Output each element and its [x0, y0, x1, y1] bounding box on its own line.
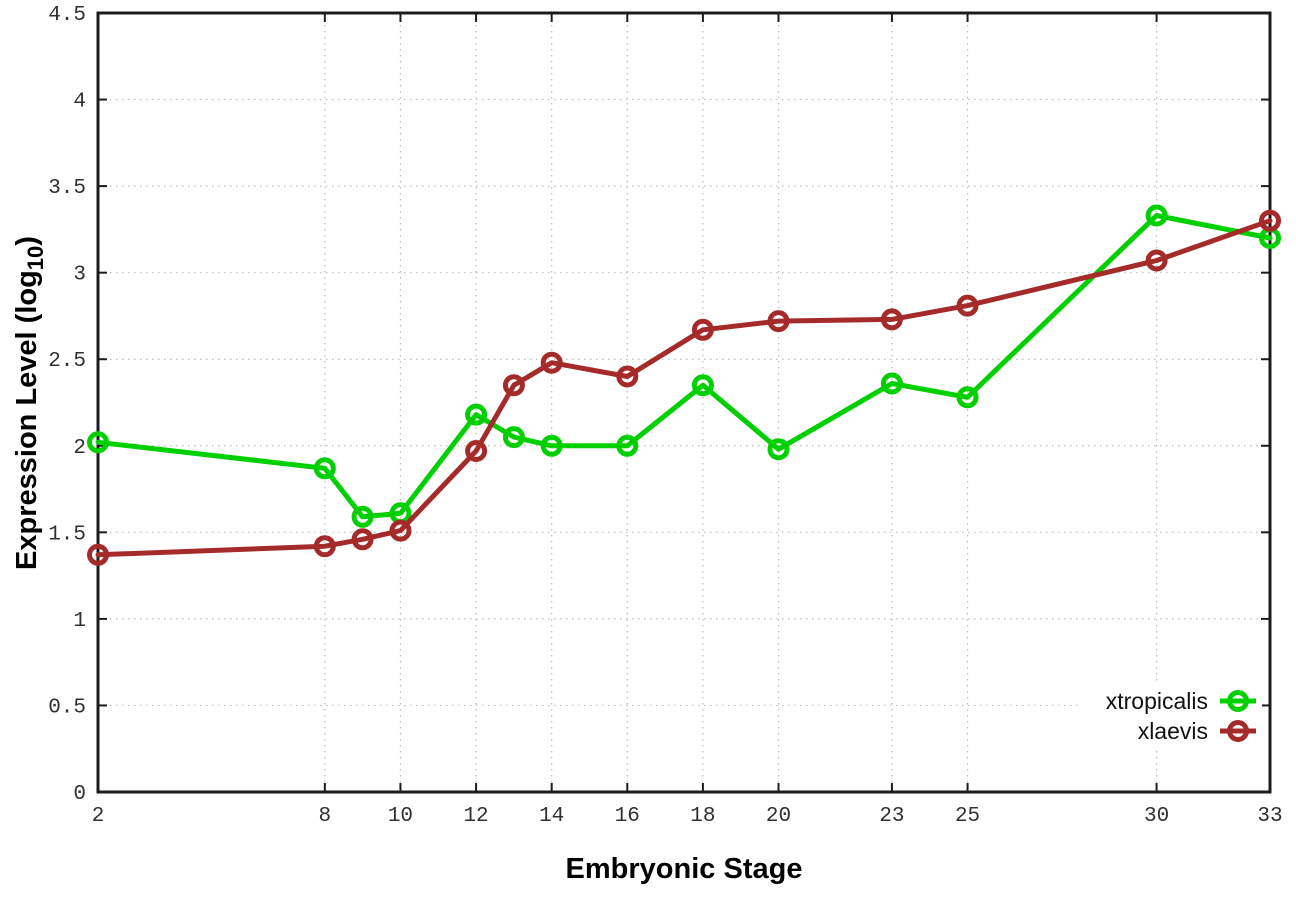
y-tick-label: 3: [73, 264, 86, 287]
series-xlaevis-point: [351, 528, 374, 551]
y-tick-label: 4.5: [48, 4, 86, 27]
x-tick-label: 20: [766, 805, 791, 828]
legend-label: xtropicalis: [1106, 688, 1208, 714]
series-xtropicalis-point: [465, 403, 488, 426]
legend-entry-xlaevis: xlaevis: [1138, 718, 1256, 744]
series-xtropicalis-point: [691, 374, 714, 397]
series-xtropicalis-point: [956, 386, 979, 409]
y-tick-label: 3.5: [48, 177, 86, 200]
y-tick-label: 1.5: [48, 523, 86, 546]
series-xtropicalis-line: [95, 213, 1273, 520]
y-tick-label: 2.5: [48, 350, 86, 373]
series-xlaevis-point: [502, 374, 525, 397]
x-tick-label: 18: [690, 805, 715, 828]
series-xlaevis-point: [616, 365, 639, 388]
series-xtropicalis-point: [87, 431, 109, 454]
series-xtropicalis-point: [540, 434, 563, 457]
legend-entry-xtropicalis: xtropicalis: [1106, 688, 1256, 714]
series-xtropicalis-point: [313, 457, 336, 480]
series-xlaevis-point: [691, 318, 714, 341]
series-xlaevis-point: [540, 351, 563, 374]
x-tick-label: 16: [615, 805, 640, 828]
series-xlaevis-point: [389, 519, 412, 542]
series-xlaevis-point: [465, 440, 488, 462]
series-xlaevis-point: [1259, 209, 1281, 232]
legend-label: xlaevis: [1138, 718, 1208, 744]
series-xlaevis-point: [956, 294, 979, 317]
series-xlaevis-point: [87, 543, 109, 566]
series-xlaevis-point: [1145, 249, 1168, 272]
x-tick-label: 25: [955, 805, 980, 828]
y-tick-label: 1: [73, 610, 86, 633]
legend-marker: [1227, 690, 1249, 712]
series-xlaevis-point: [880, 308, 903, 331]
x-tick-label: 14: [539, 805, 564, 828]
series-xtropicalis-point: [880, 372, 903, 395]
series-layer: [87, 204, 1281, 566]
series-xtropicalis-point: [616, 434, 639, 457]
x-tick-label: 12: [463, 805, 488, 828]
series-xtropicalis-point: [502, 426, 525, 449]
y-axis-title: Expression Level (log10): [11, 236, 48, 570]
y-tick-label: 4: [73, 91, 86, 114]
x-tick-label: 23: [879, 805, 904, 828]
x-axis-title: Embryonic Stage: [566, 853, 803, 885]
y-tick-label: 0.5: [48, 696, 86, 719]
x-tick-label: 10: [388, 805, 413, 828]
plot-border: [96, 11, 1272, 794]
series-xtropicalis-point: [351, 505, 374, 528]
x-tick-label: 30: [1144, 805, 1169, 828]
legend-marker: [1227, 720, 1249, 742]
y-tick-label: 0: [73, 783, 86, 806]
series-xtropicalis-point: [767, 438, 790, 461]
y-tick-label: 2: [73, 437, 86, 460]
series-xtropicalis-point: [1145, 204, 1168, 227]
grid-layer: [98, 13, 1270, 792]
x-tick-label: 8: [319, 805, 332, 828]
axis-layer: 2 8 10 12 14 16 18 20 23 25 30 33 0 0.5 1 1.5 2 2.5 3 3.5 4 4…: [48, 4, 1282, 828]
x-tick-label: 33: [1257, 805, 1282, 828]
series-xlaevis-point: [313, 535, 336, 558]
series-xlaevis-point: [767, 310, 790, 333]
x-tick-label: 2: [92, 805, 105, 828]
legend-layer: xtropicalis xlaevis: [1078, 683, 1262, 747]
series-xlaevis-line: [95, 218, 1273, 558]
